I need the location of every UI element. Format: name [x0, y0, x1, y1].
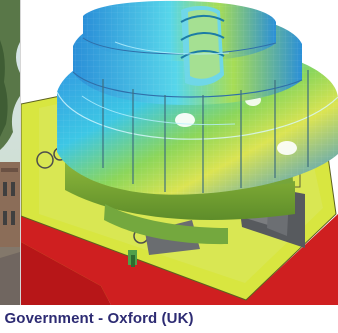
structural-model-render[interactable] — [21, 0, 338, 305]
building-photo-thumbnail[interactable] — [0, 0, 21, 305]
image-caption: / Government - Oxford (UK) — [0, 305, 338, 333]
caption-text: / Government - Oxford (UK) — [0, 310, 194, 327]
